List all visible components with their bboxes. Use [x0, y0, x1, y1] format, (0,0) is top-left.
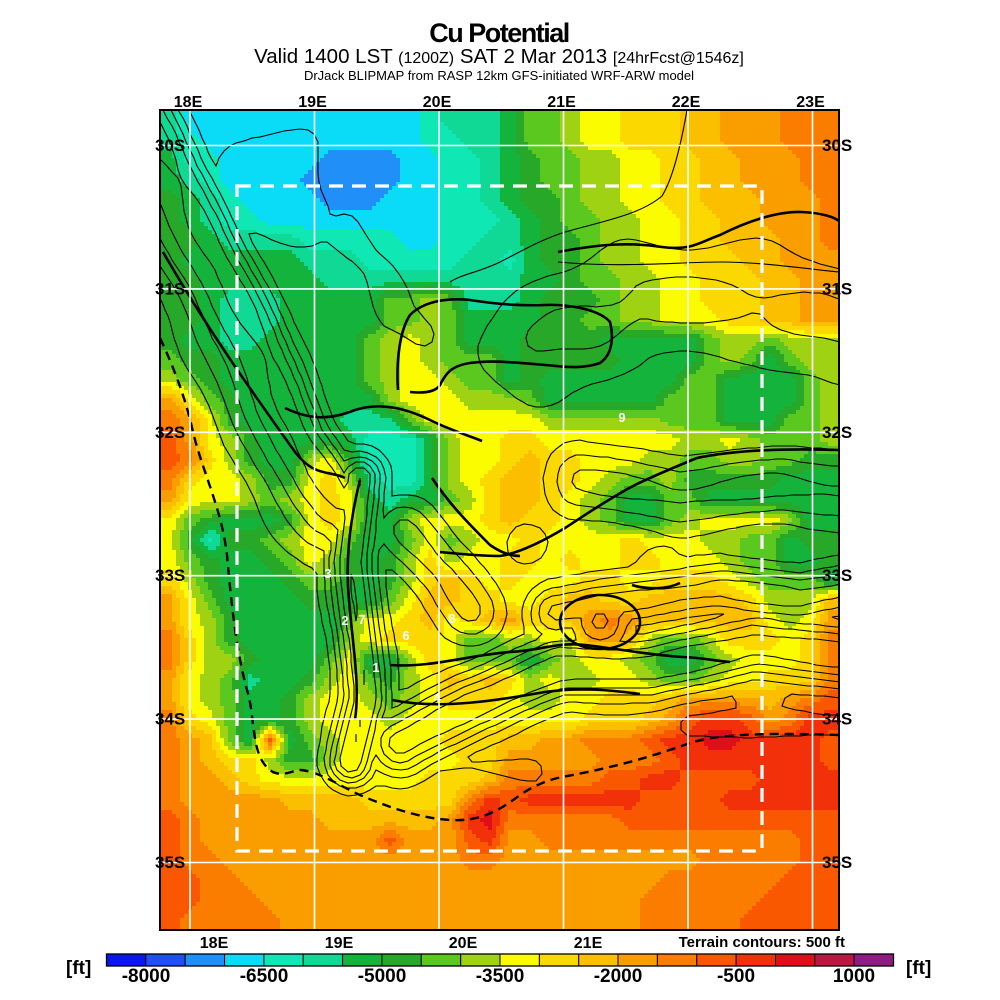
svg-text:-6500: -6500 — [240, 966, 289, 987]
svg-text:-500: -500 — [717, 966, 755, 987]
svg-text:8: 8 — [448, 611, 455, 626]
svg-text:35S: 35S — [155, 853, 185, 872]
svg-text:-3500: -3500 — [476, 966, 525, 987]
svg-text:19E: 19E — [298, 94, 327, 111]
svg-text:30S: 30S — [822, 136, 852, 155]
svg-text:35S: 35S — [822, 853, 852, 872]
svg-text:23E: 23E — [796, 94, 825, 111]
svg-text:32S: 32S — [155, 423, 185, 442]
svg-text:32S: 32S — [822, 423, 852, 442]
svg-text:33S: 33S — [155, 566, 185, 585]
svg-text:18E: 18E — [200, 935, 229, 952]
svg-text:Valid 1400 LST (1200Z) SAT 2 M: Valid 1400 LST (1200Z) SAT 2 Mar 2013 [2… — [254, 45, 744, 68]
svg-text:Terrain contours: 500 ft: Terrain contours: 500 ft — [679, 934, 845, 951]
svg-text:21E: 21E — [574, 935, 603, 952]
svg-text:34S: 34S — [155, 710, 185, 729]
svg-text:3: 3 — [324, 566, 331, 581]
svg-text:22E: 22E — [672, 94, 701, 111]
svg-text:-2000: -2000 — [594, 966, 643, 987]
svg-text:31S: 31S — [822, 279, 852, 298]
svg-text:19E: 19E — [325, 935, 354, 952]
svg-text:4: 4 — [433, 690, 441, 705]
svg-text:21E: 21E — [547, 94, 576, 111]
svg-text:[ft]: [ft] — [66, 958, 91, 979]
svg-text:33S: 33S — [822, 566, 852, 585]
svg-text:DrJack BLIPMAP from RASP 12km: DrJack BLIPMAP from RASP 12km GFS-initia… — [304, 68, 694, 83]
svg-text:2: 2 — [341, 613, 348, 628]
svg-text:1000: 1000 — [833, 966, 875, 987]
svg-text:Cu Potential: Cu Potential — [429, 18, 569, 48]
svg-text:34S: 34S — [822, 710, 852, 729]
svg-text:31S: 31S — [155, 279, 185, 298]
svg-text:1: 1 — [372, 660, 379, 675]
svg-text:18E: 18E — [174, 94, 203, 111]
svg-text:9: 9 — [618, 410, 625, 425]
svg-text:7: 7 — [358, 612, 365, 627]
svg-text:20E: 20E — [423, 94, 452, 111]
svg-text:20E: 20E — [449, 935, 478, 952]
svg-text:[ft]: [ft] — [906, 958, 931, 979]
svg-text:-5000: -5000 — [358, 966, 407, 987]
svg-text:-8000: -8000 — [122, 966, 171, 987]
svg-text:30S: 30S — [155, 136, 185, 155]
svg-text:6: 6 — [402, 628, 409, 643]
